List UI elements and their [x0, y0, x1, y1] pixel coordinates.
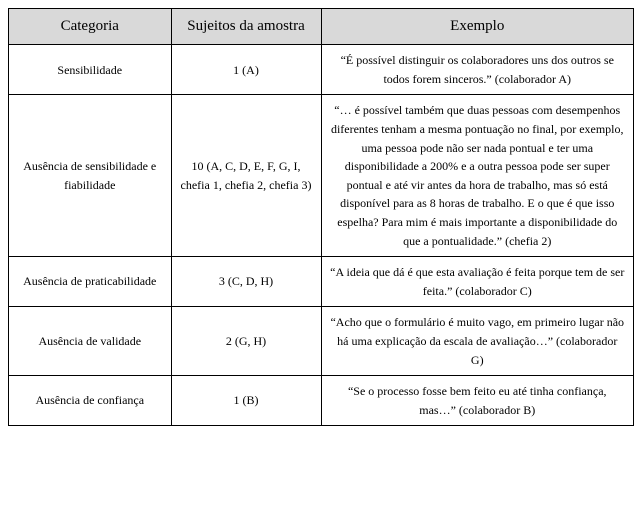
table-row: Ausência de sensibilidade e fiabilidade … [9, 95, 634, 257]
cell-categoria: Ausência de sensibilidade e fiabilidade [9, 95, 172, 257]
table-row: Ausência de validade 2 (G, H) “Acho que … [9, 307, 634, 376]
cell-sujeitos: 3 (C, D, H) [171, 257, 321, 307]
table-body: Sensibilidade 1 (A) “É possível distingu… [9, 45, 634, 426]
cell-categoria: Ausência de validade [9, 307, 172, 376]
cell-exemplo: “Acho que o formulário é muito vago, em … [321, 307, 634, 376]
cell-categoria: Ausência de confiança [9, 376, 172, 426]
cell-exemplo: “Se o processo fosse bem feito eu até ti… [321, 376, 634, 426]
cell-exemplo: “A ideia que dá é que esta avaliação é f… [321, 257, 634, 307]
table-row: Ausência de praticabilidade 3 (C, D, H) … [9, 257, 634, 307]
table-container: Categoria Sujeitos da amostra Exemplo Se… [0, 0, 642, 434]
cell-sujeitos: 2 (G, H) [171, 307, 321, 376]
cell-sujeitos: 1 (B) [171, 376, 321, 426]
table-row: Sensibilidade 1 (A) “É possível distingu… [9, 45, 634, 95]
table-header: Categoria Sujeitos da amostra Exemplo [9, 9, 634, 45]
table-row: Ausência de confiança 1 (B) “Se o proces… [9, 376, 634, 426]
cell-exemplo: “É possível distinguir os colaboradores … [321, 45, 634, 95]
table-header-row: Categoria Sujeitos da amostra Exemplo [9, 9, 634, 45]
cell-categoria: Ausência de praticabilidade [9, 257, 172, 307]
cell-sujeitos: 1 (A) [171, 45, 321, 95]
cell-exemplo: “… é possível também que duas pessoas co… [321, 95, 634, 257]
categories-table: Categoria Sujeitos da amostra Exemplo Se… [8, 8, 634, 426]
col-header-sujeitos: Sujeitos da amostra [171, 9, 321, 45]
col-header-categoria: Categoria [9, 9, 172, 45]
cell-sujeitos: 10 (A, C, D, E, F, G, I, chefia 1, chefi… [171, 95, 321, 257]
col-header-exemplo: Exemplo [321, 9, 634, 45]
cell-categoria: Sensibilidade [9, 45, 172, 95]
